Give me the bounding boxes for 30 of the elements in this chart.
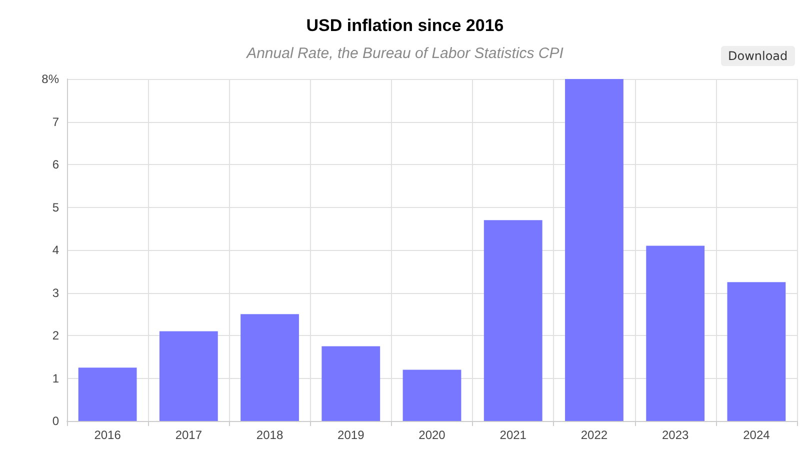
x-tick-label: 2022 [580,428,608,442]
y-tick-label: 7 [52,114,60,129]
y-tick-label: 0 [52,414,60,428]
download-button: Download [721,46,795,66]
x-tick-label: 2018 [256,428,284,442]
bar [78,368,137,421]
bar [402,370,462,421]
x-tick-label: 2017 [175,428,202,442]
y-tick-label: 5 [52,200,60,214]
x-tick-label: 2016 [94,428,122,442]
y-tick-label: 6 [52,158,60,172]
x-tick-label: 2024 [743,428,770,442]
y-tick-label: 3 [52,286,60,300]
chart-title: USD inflation since 2016 [306,16,504,35]
x-tick-label: 2020 [418,428,446,442]
y-tick-label: 4 [52,243,60,257]
y-tick-label: 2 [52,328,60,342]
x-tick-label: 2023 [662,428,690,442]
x-tick-label: 2019 [338,428,365,442]
y-tick-label: 8% [42,72,60,86]
chart-subtitle: Annual Rate, the Bureau of Labor Statistics CPI [246,45,564,62]
bar [646,246,705,421]
bar [565,79,624,421]
bar [159,331,218,421]
bar [484,220,542,421]
bar [727,282,786,421]
bar [322,346,380,421]
bar [240,314,299,421]
x-tick-label: 2021 [500,428,527,442]
y-tick-label: 1 [52,371,60,386]
